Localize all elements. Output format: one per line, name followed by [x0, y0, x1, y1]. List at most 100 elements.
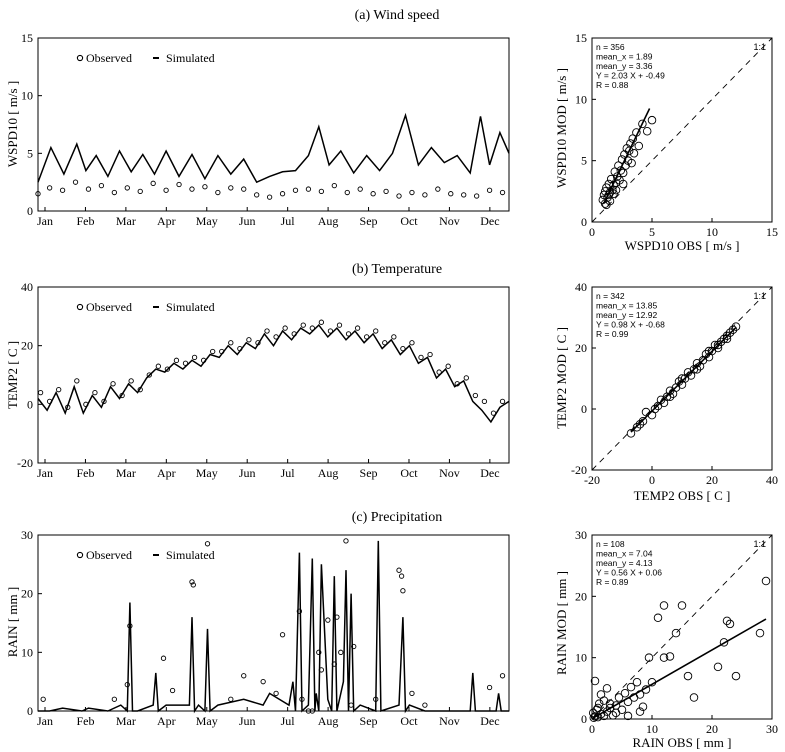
temp-scatter-xlabel: TEMP2 OBS [ C ]: [634, 488, 731, 503]
rain_ts-observed-point: [331, 661, 337, 667]
rain_sc-data-point: [635, 707, 645, 716]
rain_ts-ytick-label: 20: [21, 587, 33, 601]
temp_ts-observed-point: [246, 337, 252, 343]
rain_ts-observed-point: [204, 541, 211, 547]
rain_ts-observed-point: [348, 702, 354, 708]
rain_ts-frame: [37, 534, 510, 712]
wind_ts-observed-point: [215, 189, 221, 196]
wind_ts-month-label: Jun: [239, 214, 256, 228]
wind_ts-observed-point: [241, 186, 247, 192]
temp_sc-ytick-label: 0: [581, 402, 587, 416]
wind_sc-data-point: [647, 115, 657, 125]
temp_sc-ytick-label: 40: [575, 280, 587, 294]
wind_sc-xtick-label: 15: [766, 225, 778, 239]
temp_ts-observed-point: [56, 387, 62, 393]
temp_sc-data-point: [635, 420, 645, 429]
rain_sc-data-point: [593, 703, 603, 713]
rain_sc-xtick-label: 10: [646, 722, 658, 736]
wind_sc-stats-line: mean_y = 3.36: [596, 61, 653, 71]
rain_sc-data-point: [755, 628, 765, 638]
rain_sc-regression-line: [591, 618, 767, 720]
wind_ts-observed-point: [318, 188, 325, 195]
wind_sc-one-to-one-label: 1:1: [753, 42, 766, 52]
wind-scatter-ylabel: WSPD10 MOD [ m/s ]: [554, 68, 569, 188]
rain_sc-stats-line: Y = 0.56 X + 0.06: [596, 568, 662, 578]
wind_ts-observed-point: [266, 194, 273, 200]
temp_ts-observed-point: [481, 398, 488, 405]
wind_ts-month-label: Aug: [318, 214, 339, 228]
rain_sc-xtick-label: 0: [589, 722, 595, 736]
temp_sc-xtick-label: -20: [584, 473, 600, 487]
rain-title: (c) Precipitation: [352, 510, 443, 525]
temp_ts-observed-point: [454, 381, 460, 387]
rain_ts-month-label: Jul: [281, 714, 296, 728]
rain_ts-month-label: May: [196, 714, 218, 728]
wind_ts-observed-point: [111, 189, 117, 196]
temp_ts-month-label: Apr: [157, 466, 176, 480]
rain_ts-observed-point: [409, 690, 415, 697]
rain_ts-observed-point: [190, 582, 196, 588]
temp_ts-observed-point: [128, 378, 134, 384]
rain_ts-observed-point: [296, 608, 303, 614]
temp_ts-observed-point: [409, 340, 415, 346]
wind_ts-observed-point: [72, 179, 79, 185]
temp-ylabel: TEMP2 [ C ]: [5, 341, 20, 409]
rain_ts-observed-point: [260, 679, 266, 685]
wind-scatter-xlabel: WSPD10 OBS [ m/s ]: [625, 238, 740, 253]
temp_ts-legend-observed-label: Observed: [86, 300, 132, 314]
wind_sc-regression-line: [603, 108, 651, 204]
rain_sc-data-point: [588, 708, 598, 718]
wind_sc-frame: [591, 37, 773, 223]
temp_ts-observed-point: [472, 392, 479, 399]
temp_ts-observed-point: [137, 387, 143, 393]
temp_ts-observed-point: [309, 325, 315, 331]
rain_sc-data-point: [620, 688, 630, 698]
wind_ts-ytick-label: 0: [27, 204, 33, 218]
temp_ts-observed-point: [318, 319, 325, 325]
rain_sc-data-point: [623, 711, 633, 721]
temp_ts-month-label: Sep: [360, 466, 378, 480]
wind_ts-frame: [37, 37, 510, 212]
temp_ts-ytick-label: 20: [21, 339, 33, 353]
rain_ts-month-label: Nov: [439, 714, 460, 728]
temp_sc-data-point: [632, 423, 642, 432]
wind_ts-observed-point: [292, 187, 299, 193]
temp_ts-observed-point: [37, 389, 44, 396]
temp_ts-observed-point: [210, 348, 216, 355]
wind_ts-legend-observed-label: Observed: [86, 51, 132, 65]
rain_ts-observed-point: [305, 708, 312, 714]
rain_ts-observed-point: [499, 673, 506, 679]
wind_ts-month-label: Mar: [116, 214, 136, 228]
temp_ts-observed-point: [164, 366, 171, 372]
rain_ts-month-label: Apr: [157, 714, 176, 728]
wind_ts-observed-point: [163, 187, 169, 193]
temp_sc-data-point: [728, 325, 738, 334]
wind_sc-data-point: [642, 126, 652, 136]
wind-speed-scatter: WSPD10 OBS [ m/s ] WSPD10 MOD [ m/s ] 0 5…: [554, 31, 778, 253]
rain_sc-data-point: [689, 693, 699, 702]
rain_ts-month-label: Mar: [116, 714, 136, 728]
rain_ts-simulated-line: [38, 540, 509, 714]
wind-speed-timeseries: (a) Wind speed WSPD10 [ m/s ] 0 5 10 15 Jan F…: [5, 8, 510, 228]
temp_ts-observed-point: [228, 340, 234, 346]
temp_ts-observed-point: [291, 331, 297, 337]
temp_ts-observed-point: [436, 369, 442, 375]
temp_sc-data-point: [713, 340, 723, 350]
temp_ts-observed-point: [418, 354, 424, 361]
wind_sc-data-point: [609, 189, 618, 199]
wind_ts-observed-point: [448, 191, 454, 197]
wind_ts-month-label: Jul: [281, 214, 296, 228]
rain_ts-observed-point: [279, 632, 286, 638]
wind_ts-observed-point: [357, 186, 363, 192]
temp_ts-observed-point: [155, 363, 161, 369]
rain_sc-xtick-label: 30: [766, 722, 778, 736]
wind_ts-legend-simulated-label: Simulated: [166, 51, 215, 65]
rain_ts-observed-point: [338, 649, 344, 655]
rain_sc-ytick-label: 20: [575, 589, 587, 603]
temp_ts-observed-point: [400, 345, 406, 352]
rain_sc-data-point: [683, 671, 693, 681]
temp_ts-observed-point: [101, 398, 107, 405]
wind_ts-observed-point: [422, 192, 428, 198]
temp_ts-observed-point: [191, 354, 198, 361]
rain_ts-month-label: Jan: [37, 714, 53, 728]
